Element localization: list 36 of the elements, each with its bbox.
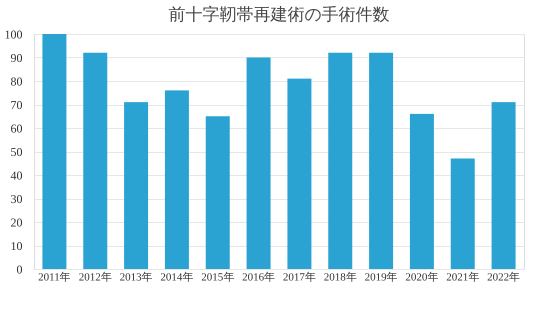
bar (206, 116, 230, 269)
bar (450, 158, 475, 269)
x-tick-label: 2020年 (405, 272, 438, 284)
x-tick-label: 2011年 (38, 272, 71, 284)
y-tick-label: 80 (10, 74, 22, 88)
y-tick-label: 10 (10, 239, 22, 253)
x-tick-label: 2015年 (201, 272, 234, 284)
bar (124, 102, 148, 269)
chart-title: 前十字靭帯再建術の手術件数 (168, 5, 390, 25)
bar (410, 114, 434, 269)
y-tick-label: 70 (10, 98, 22, 112)
y-tick-label: 90 (10, 51, 22, 65)
bar (164, 90, 189, 269)
x-tick-label: 2017年 (282, 272, 316, 284)
bar (42, 34, 66, 269)
bar (328, 52, 352, 269)
bar (369, 52, 394, 269)
x-tick-label: 2019年 (364, 272, 398, 284)
y-tick-label: 60 (10, 122, 22, 136)
x-tick-label: 2018年 (324, 272, 357, 284)
y-tick-label: 50 (10, 145, 22, 159)
y-tick-label: 100 (4, 28, 22, 42)
x-tick-label: 2016年 (242, 272, 276, 284)
y-tick-label: 40 (10, 168, 22, 182)
x-tick-label: 2014年 (160, 272, 194, 284)
bar (287, 78, 312, 269)
y-tick-label: 20 (10, 216, 22, 230)
y-tick-label: 30 (10, 192, 22, 206)
bar (83, 52, 108, 269)
x-tick-label: 2021年 (446, 272, 480, 284)
x-tick-label: 2013年 (120, 272, 153, 284)
bar (492, 102, 516, 269)
y-tick-label: 0 (16, 262, 22, 276)
x-tick-label: 2022年 (487, 272, 520, 284)
x-tick-label: 2012年 (78, 272, 112, 284)
bar (246, 58, 271, 269)
